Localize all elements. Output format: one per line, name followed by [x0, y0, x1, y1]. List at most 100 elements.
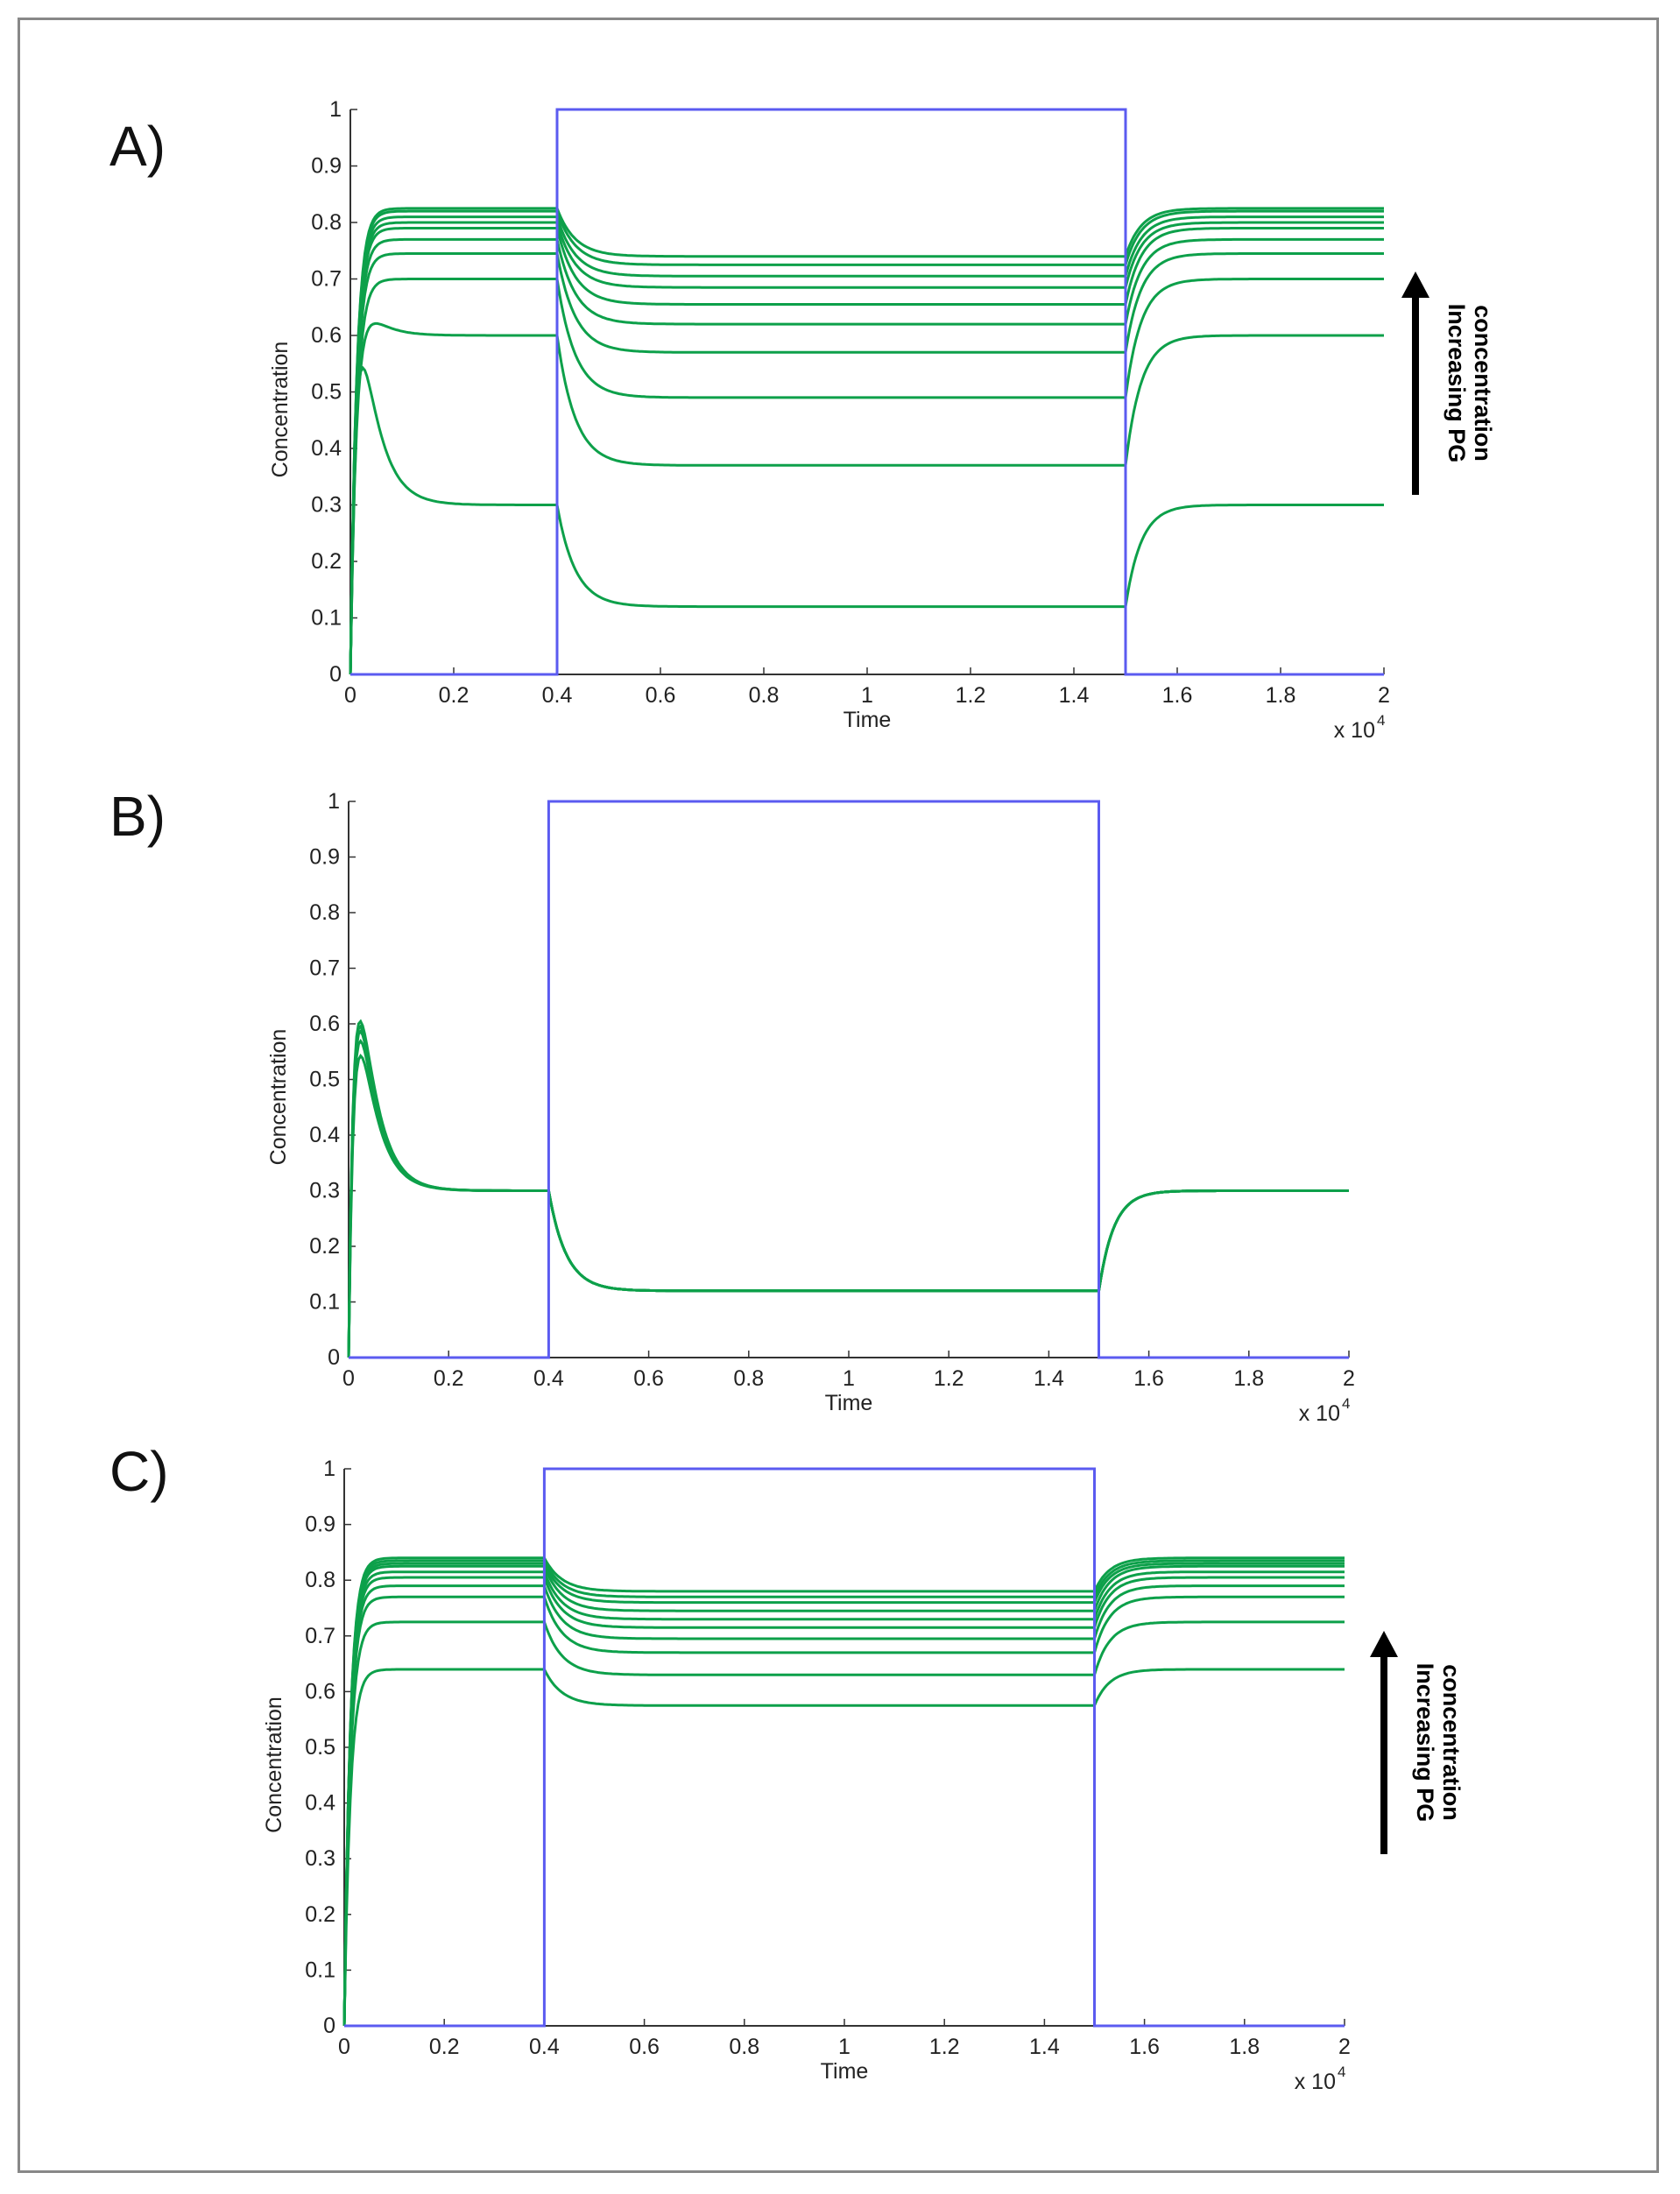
annotation-line-2: concentration — [1470, 305, 1496, 462]
panel-label-c: C) — [109, 1440, 169, 1503]
response-series-1 — [342, 1668, 1345, 2027]
x-tick-label: 2 — [1378, 683, 1390, 708]
stimulus-pulse — [344, 1467, 1345, 2028]
x-multiplier-exponent: 4 — [1342, 1395, 1350, 1412]
x-tick-label: 1.2 — [956, 683, 986, 708]
annotation-line-1: Increasing PG — [1412, 1663, 1438, 1823]
chart-panel-2: 0 0.1 0.2 0.3 0.4 0.5 0.6 0.7 0.8 0.9 1 0 0.2 0.4 0.6 0… — [266, 789, 1355, 1426]
y-axis-label: Concentration — [262, 1697, 286, 1833]
response-series-8 — [349, 215, 1384, 675]
response-series-3 — [349, 278, 1384, 675]
response-series-10 — [349, 207, 1384, 675]
panel-label-a: A) — [109, 115, 166, 178]
x-multiplier: x 10 — [1295, 2070, 1336, 2094]
x-tick-label: 1.6 — [1133, 1366, 1164, 1391]
chart-panel-3: 0 0.1 0.2 0.3 0.4 0.5 0.6 0.7 0.8 0.9 1 0 0.2 0.4 0.6 0… — [262, 1457, 1465, 2094]
y-tick-label: 0.1 — [309, 1290, 340, 1315]
x-tick-label: 0 — [344, 683, 356, 708]
response-series-2 — [347, 1038, 1349, 1358]
y-tick-label: 0.2 — [305, 1902, 335, 1927]
x-multiplier-exponent: 4 — [1377, 712, 1385, 729]
x-tick-label: 1.4 — [1034, 1366, 1064, 1391]
x-tick-label: 0.6 — [633, 1366, 664, 1391]
x-tick-label: 2 — [1343, 1366, 1355, 1391]
response-series-5 — [342, 1576, 1345, 2027]
y-tick-label: 0.7 — [311, 267, 342, 292]
y-axis-label: Concentration — [268, 342, 293, 478]
x-tick-label: 1 — [861, 683, 873, 708]
increasing-arrow-head — [1401, 272, 1429, 298]
y-tick-label: 0.8 — [305, 1568, 335, 1592]
response-series-3 — [347, 1028, 1349, 1358]
y-tick-label: 0.6 — [309, 1012, 340, 1036]
x-tick-label: 0.2 — [434, 1366, 464, 1391]
y-tick-label: 0.1 — [311, 606, 342, 631]
x-tick-label: 0.8 — [749, 683, 780, 708]
x-tick-label: 1.8 — [1233, 1366, 1264, 1391]
response-series-7 — [342, 1564, 1345, 2027]
y-tick-label: 0.5 — [309, 1068, 340, 1092]
x-axis-label: Time — [821, 2059, 869, 2084]
y-tick-label: 0.3 — [309, 1179, 340, 1203]
response-series-5 — [349, 237, 1384, 675]
chart-panel-1: 0 0.1 0.2 0.3 0.4 0.5 0.6 0.7 0.8 0.9 1 0 0.2 0.4 0.6 0… — [268, 97, 1496, 743]
y-tick-label: 0.7 — [305, 1624, 335, 1648]
x-tick-label: 1.2 — [934, 1366, 964, 1391]
increasing-arrow-head — [1370, 1631, 1398, 1657]
x-tick-label: 1.6 — [1129, 2035, 1160, 2059]
response-series-3 — [342, 1595, 1345, 2027]
y-tick-label: 0.5 — [311, 380, 342, 405]
annotation-line-1: Increasing PG — [1444, 304, 1470, 463]
x-tick-label: 0.4 — [542, 683, 573, 708]
x-tick-label: 1.8 — [1266, 683, 1296, 708]
response-series-2 — [349, 321, 1384, 675]
y-tick-label: 0.8 — [309, 900, 340, 925]
response-series-1 — [347, 1054, 1349, 1358]
x-tick-label: 1.2 — [929, 2035, 960, 2059]
response-series-1 — [349, 365, 1384, 675]
y-tick-label: 0.8 — [311, 210, 342, 235]
y-tick-label: 0.4 — [309, 1123, 340, 1147]
response-series-6 — [342, 1570, 1345, 2027]
response-series-6 — [349, 227, 1384, 675]
y-tick-label: 0.9 — [309, 845, 340, 870]
x-multiplier-exponent: 4 — [1338, 2063, 1345, 2080]
y-tick-label: 0.4 — [305, 1791, 335, 1816]
x-tick-label: 0.4 — [533, 1366, 564, 1391]
response-series-5 — [347, 1019, 1349, 1358]
y-tick-label: 0.6 — [305, 1679, 335, 1704]
y-axis-label: Concentration — [266, 1029, 291, 1166]
response-series-9 — [349, 209, 1384, 675]
y-tick-label: 0.3 — [311, 493, 342, 518]
response-series-10 — [342, 1556, 1345, 2027]
y-tick-label: 0 — [323, 2014, 335, 2038]
x-axis-label: Time — [825, 1391, 873, 1415]
y-tick-label: 0.4 — [311, 436, 342, 461]
y-tick-label: 0.6 — [311, 323, 342, 348]
y-tick-label: 0 — [329, 662, 342, 687]
response-series-8 — [342, 1562, 1345, 2027]
x-tick-label: 1.8 — [1229, 2035, 1260, 2059]
response-series-4 — [349, 252, 1384, 675]
x-axis-label: Time — [844, 708, 892, 732]
y-tick-label: 0.9 — [305, 1513, 335, 1537]
x-tick-label: 2 — [1338, 2035, 1351, 2059]
x-tick-label: 0.6 — [629, 2035, 660, 2059]
x-tick-label: 0.4 — [529, 2035, 560, 2059]
x-tick-label: 0 — [342, 1366, 355, 1391]
annotation-line-2: concentration — [1438, 1664, 1465, 1821]
figure-frame — [18, 18, 1659, 2173]
response-series-2 — [342, 1620, 1345, 2027]
x-tick-label: 0.8 — [729, 2035, 759, 2059]
y-tick-label: 0.2 — [311, 549, 342, 574]
x-tick-label: 0.6 — [646, 683, 676, 708]
y-tick-label: 1 — [323, 1457, 335, 1481]
x-tick-label: 0 — [338, 2035, 350, 2059]
y-tick-label: 1 — [328, 789, 340, 814]
y-tick-label: 1 — [329, 97, 342, 122]
stimulus-pulse — [349, 800, 1349, 1359]
x-tick-label: 1 — [838, 2035, 851, 2059]
y-tick-label: 0 — [328, 1345, 340, 1370]
response-series-7 — [349, 221, 1384, 675]
